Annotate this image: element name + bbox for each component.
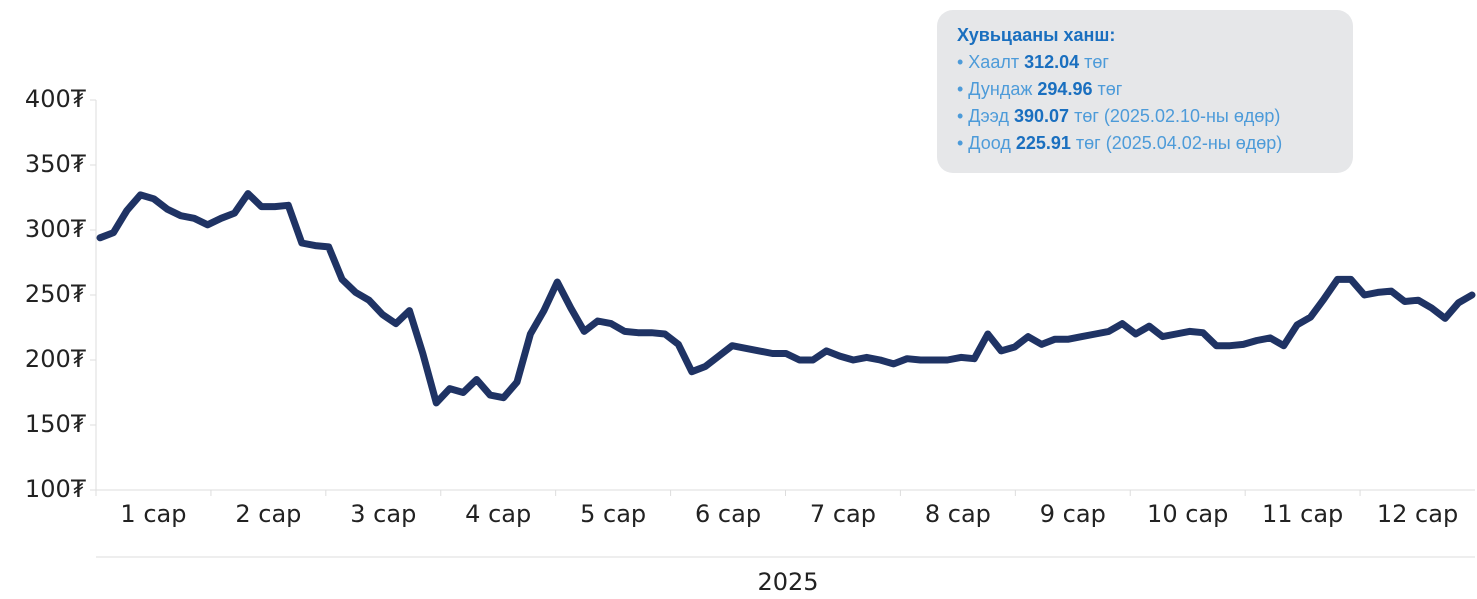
x-tick-label: 5 сар [580, 500, 646, 528]
summary-label: • Хаалт [957, 52, 1020, 72]
summary-label: • Доод [957, 133, 1011, 153]
x-tick-label: 11 сар [1262, 500, 1343, 528]
y-tick-label: 400₮ [25, 85, 87, 113]
y-tick-label: 100₮ [25, 475, 87, 503]
summary-item: • Дундаж 294.96 төг [957, 76, 1337, 103]
x-tick-label: 3 сар [350, 500, 416, 528]
summary-unit: төг (2025.02.10-ны өдөр) [1074, 106, 1281, 126]
price-line [96, 190, 1476, 407]
y-tick-label: 300₮ [25, 215, 87, 243]
summary-item: • Хаалт 312.04 төг [957, 49, 1337, 76]
summary-unit: төг [1097, 79, 1123, 99]
summary-item: • Дээд 390.07 төг (2025.02.10-ны өдөр) [957, 103, 1337, 130]
x-axis-label: 2025 [757, 568, 818, 595]
x-tick-label: 7 сар [810, 500, 876, 528]
summary-item: • Доод 225.91 төг (2025.04.02-ны өдөр) [957, 130, 1337, 157]
y-tick-label: 250₮ [25, 280, 87, 308]
summary-unit: төг [1084, 52, 1109, 72]
x-tick-label: 1 сар [120, 500, 186, 528]
y-tick-label: 150₮ [25, 410, 87, 438]
x-tick-label: 9 сар [1040, 500, 1106, 528]
summary-value: 294.96 [1037, 79, 1093, 99]
x-tick-label: 6 сар [695, 500, 761, 528]
summary-box: Хувьцааны ханш: • Хаалт 312.04 төг • Дунд… [937, 10, 1353, 173]
x-tick-label: 10 сар [1147, 500, 1228, 528]
x-tick-label: 2 сар [235, 500, 301, 528]
summary-label: • Дундаж [957, 79, 1033, 99]
summary-value: 225.91 [1015, 133, 1071, 153]
summary-unit: төг (2025.04.02-ны өдөр) [1075, 133, 1283, 153]
y-tick-label: 350₮ [25, 150, 87, 178]
x-tick-label: 12 сар [1377, 500, 1458, 528]
summary-value: 390.07 [1014, 106, 1070, 126]
summary-value: 312.04 [1024, 52, 1080, 72]
y-tick-label: 200₮ [25, 345, 87, 373]
x-tick-label: 8 сар [925, 500, 991, 528]
summary-label: • Дээд [957, 106, 1009, 126]
summary-title: Хувьцааны ханш: [957, 25, 1116, 45]
x-tick-label: 4 сар [465, 500, 531, 528]
